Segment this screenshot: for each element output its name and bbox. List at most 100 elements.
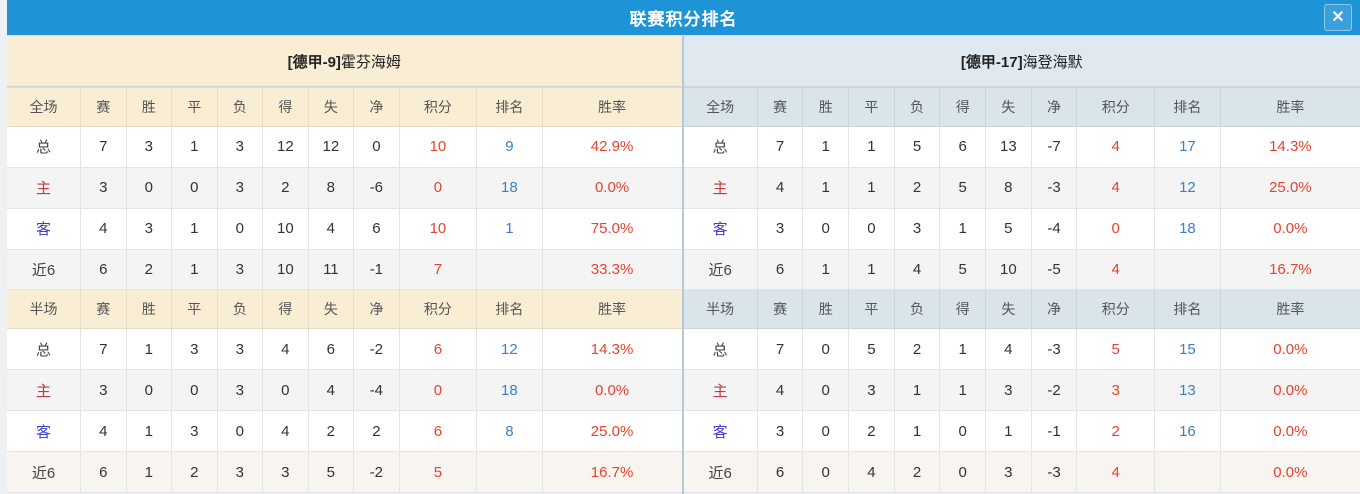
stat-cell: -2 <box>1030 369 1078 412</box>
stat-cell: 1 <box>802 126 850 168</box>
table-row: 客 3 0 2 1 0 1 -1 2 16 0.0% <box>683 410 1360 453</box>
column-header: 胜 <box>125 87 173 127</box>
stat-cell: -7 <box>1030 126 1078 168</box>
column-header: 平 <box>848 87 895 127</box>
stat-cell: 1 <box>802 248 850 291</box>
stat-cell: 1 <box>893 369 941 412</box>
team-name-left: 霍芬海姆 <box>340 53 401 71</box>
stat-cell: 3 <box>216 126 264 168</box>
stat-cell: -1 <box>1030 410 1078 453</box>
points-cell: 4 <box>1076 451 1156 493</box>
winrate-cell: 42.9% <box>541 126 682 168</box>
row-label: 总 <box>683 328 758 371</box>
stat-cell: 1 <box>171 207 218 250</box>
column-header: 胜率 <box>541 289 682 330</box>
row-label: 客 <box>7 207 82 250</box>
points-cell: 4 <box>1076 166 1156 209</box>
row-label: 总 <box>7 328 82 371</box>
column-header: 排名 <box>1154 87 1221 127</box>
section-label: 全场 <box>683 87 758 127</box>
rank-cell <box>1154 248 1221 291</box>
table-row: 主 4 0 3 1 1 3 -2 3 13 0.0% <box>683 369 1360 412</box>
stat-cell: 0 <box>216 207 264 250</box>
column-header: 排名 <box>1154 289 1221 330</box>
winrate-cell: 75.0% <box>541 207 682 250</box>
stat-cell: 2 <box>125 248 173 291</box>
column-header: 得 <box>939 87 987 127</box>
table-row: 总 7 1 3 3 4 6 -2 6 12 14.3% <box>7 328 682 371</box>
points-cell: 4 <box>1076 248 1156 291</box>
table-row: 近6 6 2 1 3 10 11 -1 7 33.3% <box>7 248 682 291</box>
points-cell: 6 <box>398 410 478 453</box>
winrate-cell: 0.0% <box>1219 328 1360 371</box>
stat-cell: 5 <box>848 328 895 371</box>
stat-cell: -1 <box>353 248 400 291</box>
column-header: 排名 <box>476 289 543 330</box>
section-header-row: 半场赛胜平负得失净积分 排名 胜率 <box>683 289 1360 330</box>
section-header-row: 全场赛胜平负得失净积分 排名 胜率 <box>7 87 682 127</box>
dialog-title: 联赛积分排名 <box>629 10 738 29</box>
row-label: 总 <box>683 126 758 168</box>
stat-cell: 1 <box>939 369 987 412</box>
stat-cell: 0 <box>125 166 173 209</box>
stat-cell: 10 <box>262 248 309 291</box>
stat-cell: 1 <box>125 410 173 453</box>
winrate-cell: 16.7% <box>541 451 682 493</box>
section-header-row: 全场赛胜平负得失净积分 排名 胜率 <box>683 87 1360 127</box>
stat-cell: 3 <box>171 328 218 371</box>
stat-cell: -3 <box>1030 451 1078 493</box>
stat-cell: -2 <box>353 328 400 371</box>
rank-cell: 17 <box>1154 126 1221 168</box>
stat-cell: -4 <box>1030 207 1078 250</box>
winrate-cell: 14.3% <box>541 328 682 371</box>
stat-cell: -3 <box>1030 328 1078 371</box>
winrate-cell: 16.7% <box>1219 248 1360 291</box>
stat-cell: 0 <box>802 369 850 412</box>
winrate-cell: 25.0% <box>541 410 682 453</box>
column-header: 净 <box>353 87 400 127</box>
points-cell: 4 <box>1076 126 1156 168</box>
stat-cell: 6 <box>939 126 987 168</box>
table-row: 近6 6 1 2 3 3 5 -2 5 16.7% <box>7 451 682 493</box>
column-header: 胜率 <box>541 87 682 127</box>
column-header: 得 <box>262 289 309 330</box>
points-cell: 6 <box>398 328 478 371</box>
stat-cell: -3 <box>1030 166 1078 209</box>
stat-cell: 1 <box>939 207 987 250</box>
column-header: 赛 <box>80 289 127 330</box>
stat-cell: 11 <box>307 248 355 291</box>
winrate-cell: 0.0% <box>1219 207 1360 250</box>
stat-cell: 0 <box>171 369 218 412</box>
stat-cell: 0 <box>216 410 264 453</box>
stat-cell: 3 <box>80 166 127 209</box>
rank-cell <box>476 248 543 291</box>
standings-table-left: 全场赛胜平负得失净积分 排名 胜率总 7 3 1 3 12 12 0 10 9 42.9% 主 3 0 0 3 2 8… <box>7 87 682 493</box>
points-cell: 0 <box>398 369 478 412</box>
column-header: 净 <box>1030 289 1078 330</box>
row-label: 总 <box>7 126 82 168</box>
column-header: 胜 <box>125 289 173 330</box>
team-name-right: 海登海默 <box>1022 53 1083 71</box>
stat-cell: 1 <box>939 328 987 371</box>
stat-cell: 4 <box>893 248 941 291</box>
stat-cell: 5 <box>307 451 355 493</box>
stat-cell: 3 <box>125 126 173 168</box>
stat-cell: 0 <box>353 126 400 168</box>
close-button[interactable]: ✕ <box>1324 4 1352 31</box>
rank-cell <box>476 451 543 493</box>
stat-cell: 1 <box>848 248 895 291</box>
stat-cell: 3 <box>985 451 1032 493</box>
row-label: 主 <box>683 369 758 412</box>
table-row: 主 3 0 0 3 0 4 -4 0 18 0.0% <box>7 369 682 412</box>
section-header-row: 半场赛胜平负得失净积分 排名 胜率 <box>7 289 682 330</box>
column-header: 赛 <box>80 87 127 127</box>
stat-cell: 5 <box>893 126 941 168</box>
dialog-titlebar: 联赛积分排名 ✕ <box>7 0 1360 36</box>
stat-cell: 6 <box>353 207 400 250</box>
stat-cell: -4 <box>353 369 400 412</box>
stat-cell: 8 <box>307 166 355 209</box>
stat-cell: 3 <box>216 248 264 291</box>
column-header: 失 <box>985 87 1032 127</box>
column-header: 失 <box>307 289 355 330</box>
points-cell: 0 <box>1076 207 1156 250</box>
